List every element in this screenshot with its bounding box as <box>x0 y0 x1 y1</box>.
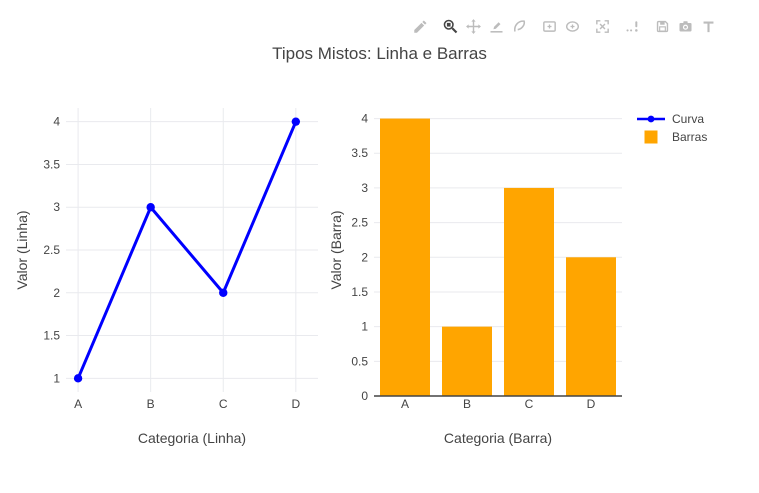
legend-square-swatch <box>636 130 666 144</box>
spikelines-icon[interactable] <box>624 18 641 35</box>
x-axis-title: Categoria (Linha) <box>138 430 246 446</box>
bar-a[interactable] <box>380 118 430 397</box>
line-marker-b[interactable] <box>146 203 155 212</box>
y-tick-label: 1 <box>361 320 368 334</box>
x-tick-label: B <box>147 397 155 411</box>
y-tick-label: 2 <box>53 286 60 300</box>
legend-label: Barras <box>672 130 708 144</box>
bar-c[interactable] <box>504 187 554 396</box>
bar-b[interactable] <box>442 326 492 396</box>
draw-rect-icon[interactable] <box>541 18 558 35</box>
y-tick-label: 2.5 <box>351 216 368 230</box>
y-tick-label: 1.5 <box>43 329 60 343</box>
edit-pencil-icon[interactable] <box>412 18 429 35</box>
y-axis-title: Valor (Linha) <box>14 210 30 289</box>
legend-item-barras[interactable]: Barras <box>636 128 707 146</box>
bar-subplot: 0 0.5 1 1.5 2 2.5 3 3.5 4 A B C D Categoria (Barra) Va… <box>330 112 622 446</box>
pan-icon[interactable] <box>465 18 482 35</box>
line-marker-d[interactable] <box>291 117 301 126</box>
draw-openpath-icon[interactable] <box>511 18 528 35</box>
legend: Curva Barras <box>636 110 707 146</box>
legend-item-curva[interactable]: Curva <box>636 110 707 128</box>
y-tick-label: 0 <box>361 389 368 403</box>
legend-label: Curva <box>672 112 705 126</box>
camera-icon[interactable] <box>677 18 694 35</box>
y-tick-label: 1.5 <box>351 285 368 299</box>
y-tick-label: 3 <box>53 200 60 214</box>
y-tick-label: 3.5 <box>351 146 368 160</box>
y-tick-label: 3.5 <box>43 157 60 171</box>
y-tick-label: 4 <box>53 115 60 129</box>
save-icon[interactable] <box>654 18 671 35</box>
x-tick-label: A <box>401 397 409 411</box>
y-tick-label: 0.5 <box>351 354 368 368</box>
x-tick-label: A <box>74 397 82 411</box>
autoscale-icon[interactable] <box>594 18 611 35</box>
line-subplot: 1 1.5 2 2.5 3 3.5 4 A B C D Categoria (Linha) Valor … <box>14 108 318 446</box>
legend-line-swatch <box>636 112 666 126</box>
x-tick-label: C <box>525 397 534 411</box>
x-tick-label: D <box>291 397 300 411</box>
modebar <box>412 18 717 35</box>
draw-line-icon[interactable] <box>488 18 505 35</box>
y-tick-label: 2 <box>361 250 368 264</box>
y-tick-label: 4 <box>361 112 368 126</box>
chart-title: Tipos Mistos: Linha e Barras <box>272 44 487 63</box>
x-axis-title: Categoria (Barra) <box>444 430 552 446</box>
zoom-icon[interactable] <box>442 18 459 35</box>
text-icon[interactable] <box>700 18 717 35</box>
draw-ellipse-icon[interactable] <box>564 18 581 35</box>
y-tick-label: 1 <box>53 371 60 385</box>
y-tick-label: 3 <box>361 181 368 195</box>
line-marker-a[interactable] <box>73 374 83 383</box>
x-tick-label: B <box>463 397 471 411</box>
line-marker-c[interactable] <box>219 288 228 297</box>
line-series <box>76 121 298 379</box>
x-tick-label: C <box>219 397 228 411</box>
x-tick-label: D <box>587 397 596 411</box>
bar-d[interactable] <box>566 257 616 396</box>
y-tick-label: 2.5 <box>43 243 60 257</box>
y-axis-title: Valor (Barra) <box>330 210 344 289</box>
